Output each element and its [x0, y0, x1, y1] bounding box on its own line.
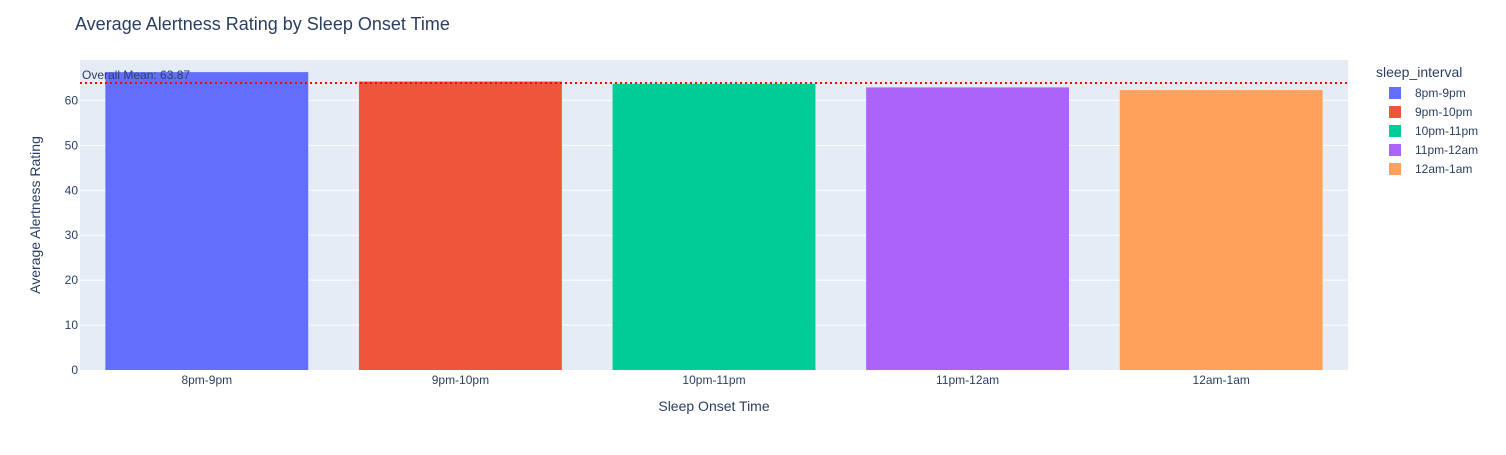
x-axis-ticks: 8pm-9pm 9pm-10pm 10pm-11pm 11pm-12am 12am-1a…	[181, 373, 1249, 387]
legend-entry-8pm-9pm: 8pm-9pm	[1415, 86, 1466, 100]
legend-entry-11pm-12am: 11pm-12am	[1415, 143, 1478, 157]
bar-8pm-9pm	[105, 72, 309, 370]
legend-swatch-11pm-12am	[1389, 144, 1401, 156]
legend-swatch-10pm-11pm	[1389, 125, 1401, 137]
mean-reference-label: Overall Mean: 63.87	[82, 68, 190, 82]
legend-swatch-8pm-9pm	[1389, 87, 1401, 99]
legend-swatch-12am-1am	[1389, 163, 1401, 175]
x-tick-label-12am-1am: 12am-1am	[1193, 373, 1250, 387]
y-tick-label-50: 50	[65, 138, 79, 152]
legend-title: sleep_interval	[1376, 64, 1462, 80]
legend-swatch-9pm-10pm	[1389, 106, 1401, 118]
y-tick-label-40: 40	[65, 183, 79, 197]
x-tick-label-11pm-12am: 11pm-12am	[936, 373, 999, 387]
x-tick-label-10pm-11pm: 10pm-11pm	[682, 373, 745, 387]
bar-11pm-12am	[866, 87, 1070, 371]
bar-9pm-10pm	[358, 81, 562, 370]
bar-12am-1am	[1119, 90, 1323, 371]
y-tick-label-20: 20	[65, 273, 79, 287]
y-tick-label-30: 30	[65, 228, 79, 242]
x-axis-title: Sleep Onset Time	[658, 398, 769, 414]
y-tick-label-60: 60	[65, 93, 79, 107]
bars	[105, 72, 1323, 371]
legend-entry-10pm-11pm: 10pm-11pm	[1415, 124, 1478, 138]
y-axis-ticks: 0 10 20 30 40 50 60	[65, 93, 79, 377]
x-tick-label-9pm-10pm: 9pm-10pm	[432, 373, 489, 387]
legend: sleep_interval 8pm-9pm 9pm-10pm 10pm-11pm 1…	[1376, 64, 1478, 176]
y-tick-label-10: 10	[65, 318, 79, 332]
y-tick-label-0: 0	[71, 363, 78, 377]
y-axis-title: Average Alertness Rating	[27, 136, 43, 294]
bar-10pm-11pm	[612, 83, 816, 371]
x-tick-label-8pm-9pm: 8pm-9pm	[181, 373, 232, 387]
legend-entry-9pm-10pm: 9pm-10pm	[1415, 105, 1472, 119]
legend-entry-12am-1am: 12am-1am	[1415, 162, 1472, 176]
chart-title: Average Alertness Rating by Sleep Onset …	[75, 14, 450, 34]
